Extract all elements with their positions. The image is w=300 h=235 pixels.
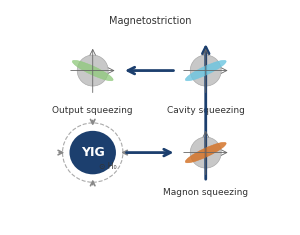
Ellipse shape — [70, 131, 116, 174]
Ellipse shape — [185, 60, 226, 81]
Ellipse shape — [72, 60, 113, 81]
Ellipse shape — [185, 142, 226, 163]
Ellipse shape — [190, 55, 221, 86]
Text: Magnetostriction: Magnetostriction — [109, 16, 191, 26]
Text: Magnon squeezing: Magnon squeezing — [163, 188, 248, 197]
Text: YIG: YIG — [81, 146, 105, 159]
Ellipse shape — [190, 137, 221, 168]
Ellipse shape — [77, 55, 108, 86]
Text: Output squeezing: Output squeezing — [52, 106, 133, 115]
Text: ⊙ H₀: ⊙ H₀ — [99, 162, 116, 171]
Text: Cavity squeezing: Cavity squeezing — [167, 106, 245, 115]
